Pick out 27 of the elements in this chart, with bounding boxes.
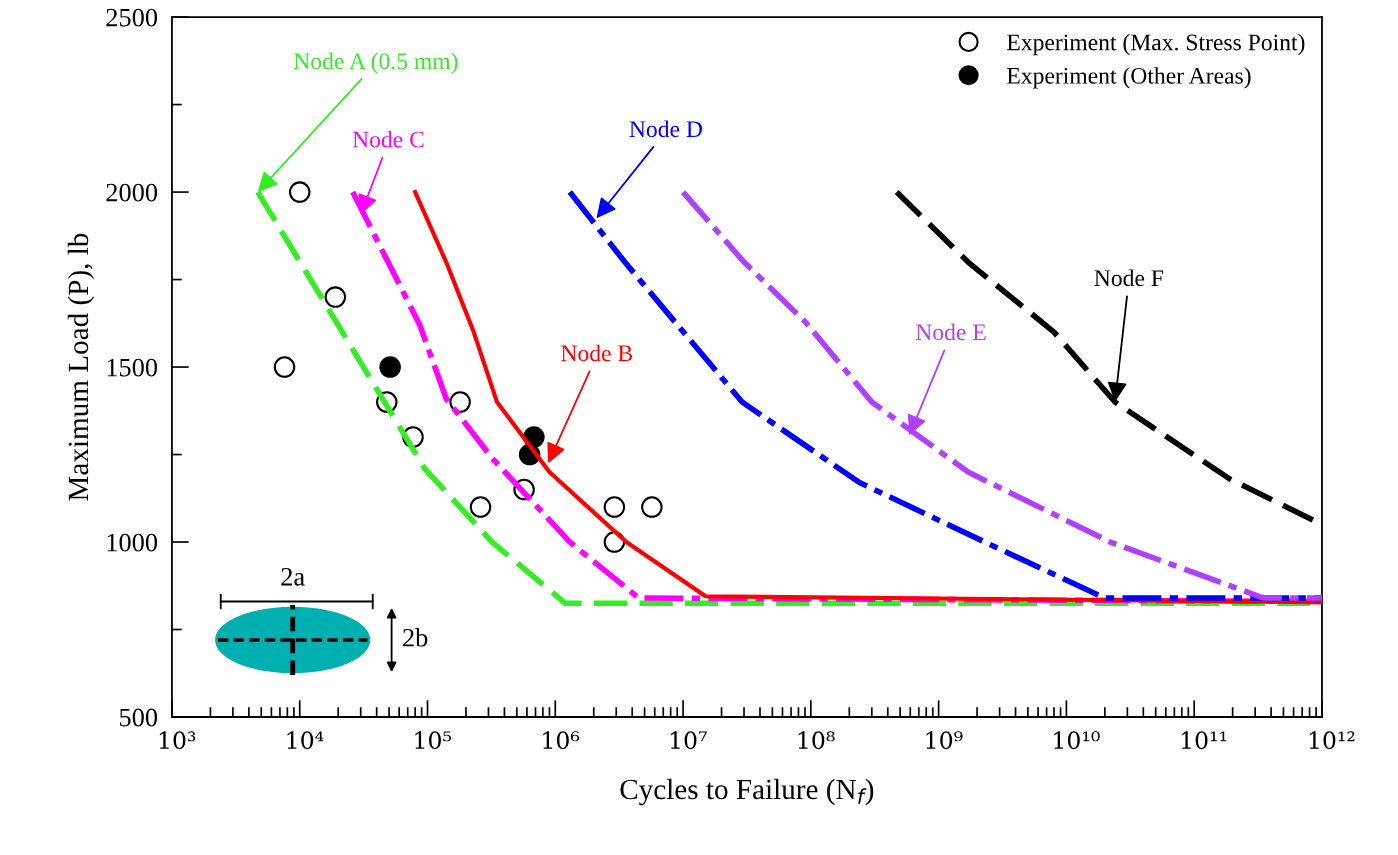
x-tick-label: 10¹⁰ [1054, 731, 1100, 750]
annotation: Node E [915, 323, 986, 341]
x-tick-label: 10¹¹ [1181, 731, 1227, 750]
annotation: Node C [352, 130, 424, 148]
y-tick-label: 500 [120, 708, 158, 727]
x-tick-label: 10⁵ [415, 731, 452, 750]
x-tick-label: 10⁹ [926, 731, 963, 750]
y-tick-label: 2500 [106, 8, 158, 27]
annotation: 2b [403, 628, 428, 647]
y-tick-label: 1500 [107, 358, 158, 377]
legend-label: Experiment (Max. Stress Point) [1007, 33, 1305, 56]
y-axis-title: Maximum Load (P), lb [67, 233, 95, 501]
y-tick-label: 2000 [106, 183, 158, 202]
y-tick-label: 1000 [107, 533, 158, 552]
x-axis-title: Cycles to Failure (N$_{f}$) [620, 778, 874, 806]
annotation: Node F [1094, 269, 1164, 287]
x-tick-label: 10³ [159, 731, 196, 750]
x-tick-label: 10¹² [1309, 731, 1355, 750]
x-tick-label: 10⁶ [543, 731, 580, 750]
x-tick-label: 10⁸ [798, 731, 835, 750]
x-tick-label: 10⁷ [670, 731, 707, 750]
annotation: 2a [281, 567, 305, 586]
legend-label: Experiment (Other Areas) [1007, 67, 1251, 89]
x-tick-label: 10⁴ [287, 731, 324, 750]
annotation: Node D [629, 120, 703, 138]
annotation: Node A (0.5 mm) [293, 52, 458, 75]
annotation: Node B [561, 344, 633, 362]
